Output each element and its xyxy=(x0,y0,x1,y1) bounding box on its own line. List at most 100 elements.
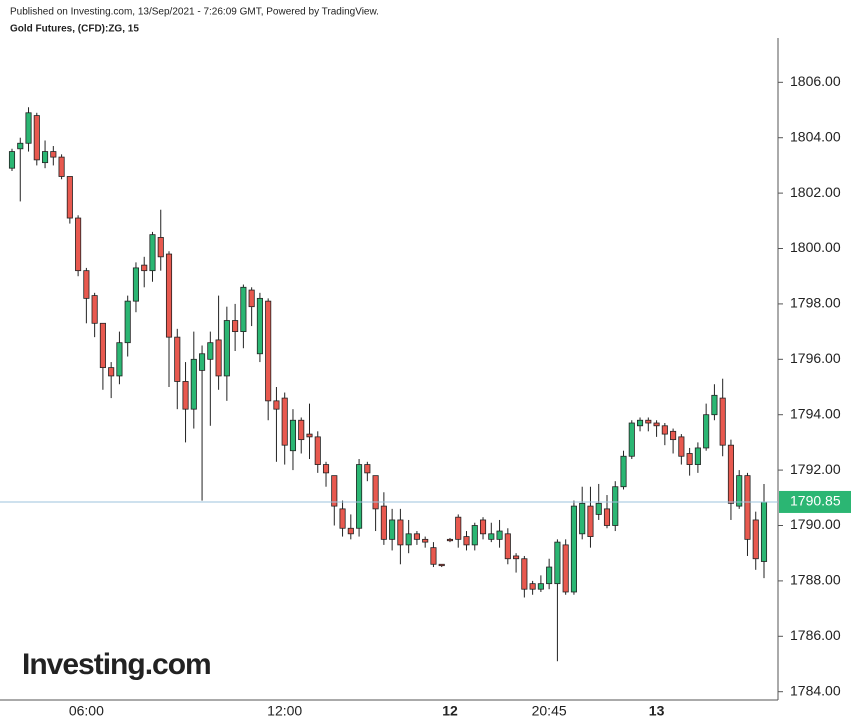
candle-body xyxy=(174,336,181,382)
candle-body xyxy=(223,320,230,377)
candle-body xyxy=(529,583,536,590)
candle-body xyxy=(496,530,503,540)
candle-body xyxy=(727,444,734,504)
candle-body xyxy=(620,455,627,488)
candle-body xyxy=(603,508,611,526)
candle-body xyxy=(182,381,189,410)
candle-body xyxy=(281,397,288,446)
x-tick-label: 12:00 xyxy=(267,703,302,719)
candle-body xyxy=(446,538,454,542)
candle-body xyxy=(190,358,197,410)
candle-body xyxy=(760,501,768,562)
candle-body xyxy=(413,533,420,540)
candle-body xyxy=(356,464,363,529)
candle-body xyxy=(504,533,511,560)
candle-body xyxy=(314,436,321,465)
candle-body xyxy=(380,505,387,540)
candle-body xyxy=(488,533,495,540)
candle-body xyxy=(17,142,24,150)
candle-body xyxy=(562,544,569,593)
candle-body xyxy=(33,115,40,161)
candle-body xyxy=(199,353,206,371)
candle-body xyxy=(42,151,49,164)
candle-body xyxy=(165,253,173,338)
candle-body xyxy=(438,563,445,567)
chart-subtitle: Gold Futures, (CFD):ZG, 15 xyxy=(10,24,139,35)
candle-body xyxy=(422,538,429,543)
candle-body xyxy=(587,505,594,537)
candle-body xyxy=(678,436,685,457)
candle-body xyxy=(579,502,586,535)
candle-body xyxy=(537,583,544,590)
y-tick-label: 1796.00 xyxy=(790,350,841,366)
candle-body xyxy=(570,505,577,593)
candle-body xyxy=(636,419,644,427)
candle-body xyxy=(58,156,65,177)
candle-body xyxy=(339,508,346,529)
candle-body xyxy=(141,264,148,272)
y-tick-label: 1794.00 xyxy=(790,405,841,421)
candle-body xyxy=(554,541,561,585)
candle-body xyxy=(479,519,487,535)
candle-body xyxy=(66,176,73,219)
y-tick-label: 1804.00 xyxy=(790,128,841,144)
x-tick-label: 06:00 xyxy=(69,703,104,719)
candle-body xyxy=(298,419,305,441)
y-tick-label: 1784.00 xyxy=(790,682,841,698)
candle-body xyxy=(513,555,520,560)
candle-body xyxy=(331,475,338,507)
candle-body xyxy=(463,536,470,546)
y-tick-label: 1792.00 xyxy=(790,461,841,477)
candle-body xyxy=(471,525,478,546)
candle-body xyxy=(694,447,701,465)
candle-body xyxy=(703,414,710,449)
y-tick-label: 1800.00 xyxy=(790,239,841,255)
candle-body xyxy=(273,400,280,410)
candle-body xyxy=(752,519,759,560)
candle-body xyxy=(265,300,272,402)
y-tick-label: 1802.00 xyxy=(790,184,841,200)
candle-body xyxy=(50,151,57,158)
candle-body xyxy=(322,464,330,474)
x-tick-label: 13 xyxy=(649,703,665,719)
candle-body xyxy=(736,475,743,507)
candle-body xyxy=(306,433,313,438)
candle-body xyxy=(149,234,156,272)
candle-body xyxy=(364,464,371,474)
candle-body xyxy=(215,339,222,377)
candle-body xyxy=(430,547,437,565)
candle-body xyxy=(595,502,602,515)
candle-body xyxy=(232,320,239,333)
candle-body xyxy=(661,425,668,435)
candle-body xyxy=(256,297,263,355)
y-tick-label: 1790.00 xyxy=(790,516,841,532)
candle-body xyxy=(289,419,297,452)
chart-title: Published on Investing.com, 13/Sep/2021 … xyxy=(10,7,379,18)
candle-body xyxy=(75,217,82,272)
candle-body xyxy=(546,566,553,585)
candle-body xyxy=(686,453,693,465)
candle-body xyxy=(711,394,718,416)
candle-body xyxy=(124,300,131,344)
candle-body xyxy=(405,533,412,546)
y-tick-label: 1806.00 xyxy=(790,73,841,89)
candle-body xyxy=(397,519,404,546)
candle-body xyxy=(25,112,32,144)
y-tick-label: 1786.00 xyxy=(790,627,841,643)
candle-body xyxy=(389,519,396,540)
candle-body xyxy=(719,397,726,446)
candle-body xyxy=(455,516,462,540)
candle-body xyxy=(108,367,115,377)
candle-body xyxy=(116,342,123,377)
candle-body xyxy=(612,486,619,526)
candle-body xyxy=(347,527,354,535)
last-price-label: 1790.85 xyxy=(790,493,841,509)
candle-body xyxy=(132,267,140,302)
x-tick-label: 20:45 xyxy=(532,703,567,719)
candle-body xyxy=(8,151,16,169)
x-tick-label: 12 xyxy=(442,703,458,719)
candle-body xyxy=(653,422,660,427)
candle-body xyxy=(521,558,528,590)
candle-body xyxy=(83,270,90,299)
